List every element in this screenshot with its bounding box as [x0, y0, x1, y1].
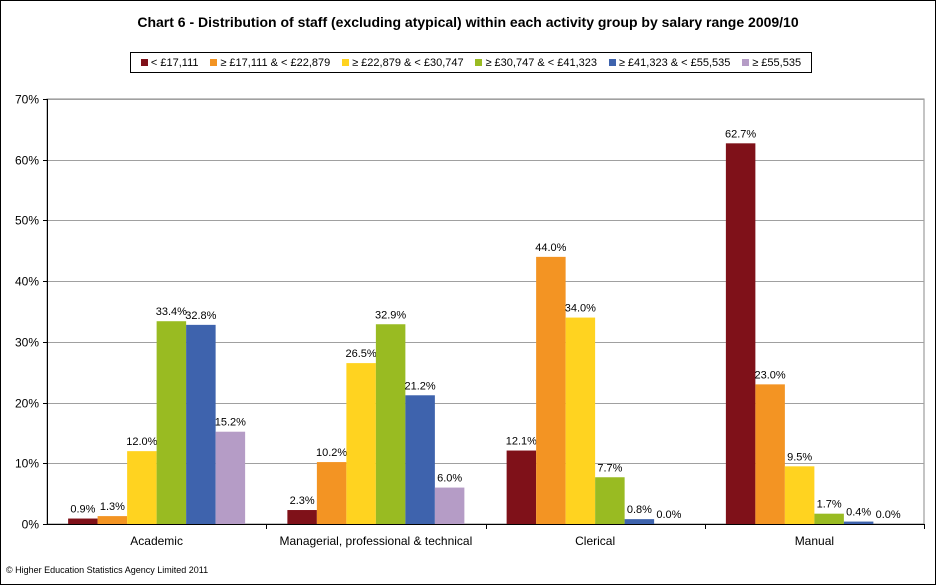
- bar: [434, 487, 465, 524]
- bar: [215, 431, 246, 524]
- bar: [405, 395, 435, 524]
- data-label: 21.2%: [405, 380, 436, 392]
- data-label: 2.3%: [290, 495, 315, 507]
- bar: [595, 477, 625, 524]
- data-label: 32.9%: [375, 309, 406, 321]
- legend: < £17,111 ≥ £17,111 & < £22,879 ≥ £22,87…: [130, 52, 812, 73]
- legend-item: < £17,111: [140, 56, 199, 69]
- data-label: 44.0%: [535, 242, 566, 254]
- bar: [843, 521, 874, 524]
- legend-item: ≥ £22,879 & < £30,747: [342, 57, 464, 69]
- bar: [755, 384, 785, 524]
- y-tick-label: 50%: [15, 214, 39, 228]
- legend-swatch: [342, 59, 350, 66]
- data-label: 0.0%: [876, 509, 901, 521]
- y-tick-label: 60%: [15, 154, 39, 168]
- legend-item: ≥ £41,323 & < £55,535: [608, 56, 731, 69]
- bar: [536, 256, 566, 524]
- bar: [624, 519, 655, 524]
- bar: [127, 451, 157, 524]
- data-label: 7.7%: [597, 462, 622, 474]
- bar: [316, 462, 347, 524]
- data-label: 10.2%: [316, 447, 347, 459]
- data-label: 32.8%: [185, 310, 216, 322]
- y-tick-label: 20%: [15, 397, 39, 411]
- y-tick-label: 70%: [15, 93, 39, 107]
- legend-swatch: [475, 59, 483, 66]
- bar: [68, 518, 98, 524]
- data-label: 15.2%: [215, 417, 246, 429]
- legend-label: < £17,111: [150, 56, 199, 69]
- data-label: 0.4%: [846, 507, 871, 519]
- legend-swatch: [210, 59, 218, 66]
- bar: [375, 324, 406, 524]
- bar: [784, 466, 815, 524]
- y-tick-label: 30%: [15, 336, 39, 350]
- bar: [97, 516, 128, 524]
- data-label: 9.5%: [787, 451, 812, 463]
- legend-swatch: [608, 59, 616, 66]
- bar: [814, 513, 844, 524]
- data-label: 33.4%: [156, 306, 187, 318]
- data-label: 26.5%: [346, 348, 377, 360]
- bar: [346, 363, 376, 524]
- bar: [725, 143, 756, 525]
- y-tick-label: 0%: [22, 518, 40, 532]
- data-label: 1.3%: [100, 501, 125, 513]
- data-label: 23.0%: [755, 369, 786, 381]
- bar: [156, 321, 187, 524]
- x-category-label: Manual: [795, 534, 834, 548]
- data-label: 0.0%: [656, 509, 681, 521]
- legend-label: ≥ £41,323 & < £55,535: [618, 56, 731, 69]
- y-tick-label: 40%: [15, 275, 39, 289]
- data-label: 12.1%: [506, 436, 537, 448]
- data-label: 0.9%: [70, 504, 95, 516]
- data-label: 6.0%: [437, 473, 462, 485]
- bar: [565, 317, 596, 524]
- data-label: 34.0%: [565, 303, 596, 315]
- legend-item: ≥ £55,535: [742, 57, 801, 69]
- x-category-label: Academic: [130, 534, 183, 548]
- legend-swatch: [140, 59, 148, 66]
- bar: [506, 450, 537, 524]
- legend-label: ≥ £55,535: [752, 56, 802, 69]
- copyright-footer: © Higher Education Statistics Agency Lim…: [6, 565, 209, 575]
- x-category-label: Clerical: [575, 534, 615, 548]
- legend-item: ≥ £30,747 & < £41,323: [475, 57, 597, 69]
- bar: [287, 510, 317, 524]
- legend-swatch: [742, 59, 750, 66]
- x-category-label: Managerial, professional & technical: [279, 534, 472, 548]
- bar: [186, 324, 216, 524]
- legend-label: ≥ £17,111 & < £22,879: [220, 56, 331, 69]
- legend-item: ≥ £17,111 & < £22,879: [210, 57, 330, 69]
- legend-label: ≥ £22,879 & < £30,747: [352, 56, 464, 69]
- legend-label: ≥ £30,747 & < £41,323: [485, 56, 598, 69]
- data-label: 12.0%: [126, 436, 157, 448]
- data-label: 62.7%: [725, 128, 756, 140]
- data-label: 0.8%: [627, 504, 652, 516]
- y-tick-label: 10%: [15, 457, 39, 471]
- data-label: 1.7%: [817, 499, 842, 511]
- chart-title: Chart 6 - Distribution of staff (excludi…: [137, 14, 799, 30]
